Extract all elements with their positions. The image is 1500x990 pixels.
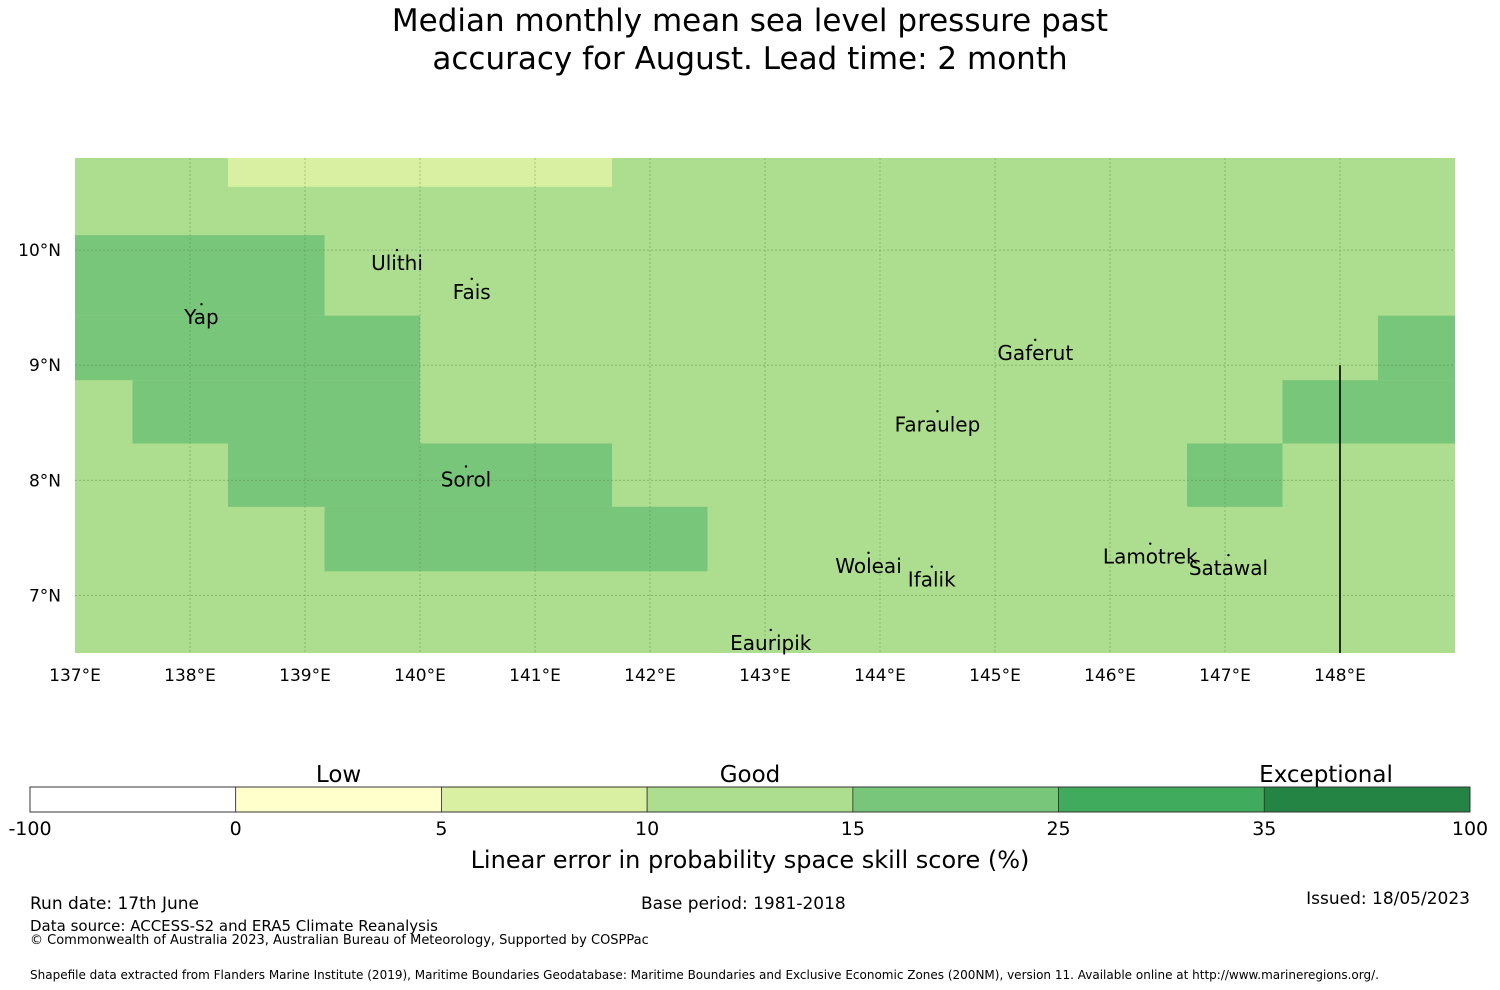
island-label: Fais bbox=[453, 280, 491, 304]
skill-cell bbox=[132, 380, 420, 444]
island-marker bbox=[464, 465, 468, 468]
colorbar-tick-label: 10 bbox=[635, 818, 659, 840]
island-marker bbox=[867, 551, 870, 555]
lat-tick-label: 9°N bbox=[29, 356, 61, 376]
colorbar-bin bbox=[441, 786, 648, 813]
lon-tick-label: 146°E bbox=[1084, 666, 1136, 686]
lon-tick-label: 137°E bbox=[49, 666, 101, 686]
island-marker bbox=[200, 302, 203, 306]
title-line-2: accuracy for August. Lead time: 2 month bbox=[432, 41, 1068, 77]
island-marker bbox=[470, 277, 473, 281]
lon-tick-label: 144°E bbox=[854, 666, 906, 686]
colorbar-category-label: Good bbox=[720, 762, 781, 788]
island-label: Satawal bbox=[1189, 556, 1268, 580]
run-date: Run date: 17th June bbox=[30, 894, 199, 914]
colorbar-tick-label: 25 bbox=[1046, 818, 1070, 840]
lon-tick-label: 148°E bbox=[1314, 666, 1366, 686]
colorbar-tick-label: -100 bbox=[8, 818, 51, 840]
island-label: Lamotrek bbox=[1103, 545, 1198, 569]
lon-tick-label: 145°E bbox=[969, 666, 1021, 686]
island-label: Woleai bbox=[835, 554, 902, 578]
colorbar-tick-label: 5 bbox=[435, 818, 447, 840]
island-marker bbox=[930, 565, 933, 568]
lat-tick-label: 8°N bbox=[29, 471, 61, 491]
island-marker bbox=[936, 410, 939, 413]
island-marker bbox=[769, 628, 772, 632]
skill-cell bbox=[1187, 443, 1283, 507]
skill-cell bbox=[1282, 380, 1455, 444]
shapefile-credit: Shapefile data extracted from Flanders M… bbox=[30, 968, 1379, 982]
skill-cell bbox=[75, 235, 325, 316]
copyright-notice: © Commonwealth of Australia 2023, Austra… bbox=[30, 933, 649, 948]
skill-cell bbox=[75, 315, 420, 381]
colorbar-bin bbox=[1058, 786, 1265, 813]
lat-tick-label: 10°N bbox=[18, 241, 61, 261]
island-label: Ulithi bbox=[371, 251, 423, 275]
skill-cell bbox=[1377, 315, 1455, 381]
colorbar-bin bbox=[646, 786, 854, 813]
colorbar-category-label: Low bbox=[316, 762, 361, 788]
colorbar-tick-label: 100 bbox=[1452, 818, 1488, 840]
colorbar-axis-label: Linear error in probability space skill … bbox=[471, 846, 1030, 874]
map-panel: 137°E 138°E 139°E 140°E 141°E 142°E 143°E 144°E… bbox=[18, 158, 1455, 686]
lon-tick-label: 138°E bbox=[164, 666, 216, 686]
colorbar-frame bbox=[29, 786, 1471, 813]
colorbar-bin bbox=[1263, 786, 1471, 813]
chart-title: Median monthly mean sea level pressure p… bbox=[0, 2, 1500, 78]
lon-tick-label: 139°E bbox=[279, 666, 331, 686]
lon-tick-label: 141°E bbox=[509, 666, 561, 686]
island-label: Eauripik bbox=[730, 631, 812, 655]
lon-tick-label: 147°E bbox=[1199, 666, 1251, 686]
colorbar-tick-label: 0 bbox=[230, 818, 242, 840]
issued-date: Issued: 18/05/2023 bbox=[1306, 889, 1470, 909]
data-source: Data source: ACCESS-S2 and ERA5 Climate … bbox=[30, 917, 438, 935]
colorbar-tick-label: 35 bbox=[1252, 818, 1276, 840]
colorbar: -100 0 5 10 15 25 35 100 Low Good Exceptional Linea… bbox=[8, 762, 1488, 874]
island-label: Gaferut bbox=[997, 341, 1073, 365]
island-marker bbox=[1227, 553, 1230, 557]
colorbar-category-label: Exceptional bbox=[1259, 762, 1393, 788]
lon-tick-label: 143°E bbox=[739, 666, 791, 686]
island-label: Yap bbox=[183, 305, 218, 329]
island-marker bbox=[1034, 338, 1037, 342]
island-label: Ifalik bbox=[908, 568, 956, 592]
lon-tick-label: 142°E bbox=[624, 666, 676, 686]
base-period: Base period: 1981-2018 bbox=[641, 894, 846, 914]
colorbar-bin bbox=[852, 786, 1059, 813]
island-label: Faraulep bbox=[895, 412, 981, 436]
island-marker bbox=[1149, 542, 1152, 545]
colorbar-bin bbox=[29, 786, 237, 813]
island-marker bbox=[395, 248, 399, 252]
lon-tick-label: 140°E bbox=[394, 666, 446, 686]
title-line-1: Median monthly mean sea level pressure p… bbox=[391, 3, 1109, 39]
lat-tick-label: 7°N bbox=[29, 586, 61, 606]
island-label: Sorol bbox=[441, 468, 492, 492]
colorbar-tick-label: 15 bbox=[841, 818, 865, 840]
skill-cell bbox=[324, 506, 708, 572]
colorbar-bin bbox=[235, 786, 442, 813]
